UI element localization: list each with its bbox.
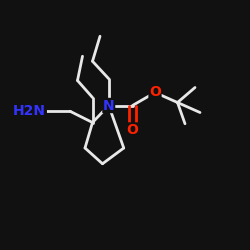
Text: H2N: H2N: [13, 104, 46, 118]
Text: N: N: [103, 98, 115, 112]
Text: O: O: [149, 86, 161, 100]
Text: O: O: [126, 123, 138, 137]
